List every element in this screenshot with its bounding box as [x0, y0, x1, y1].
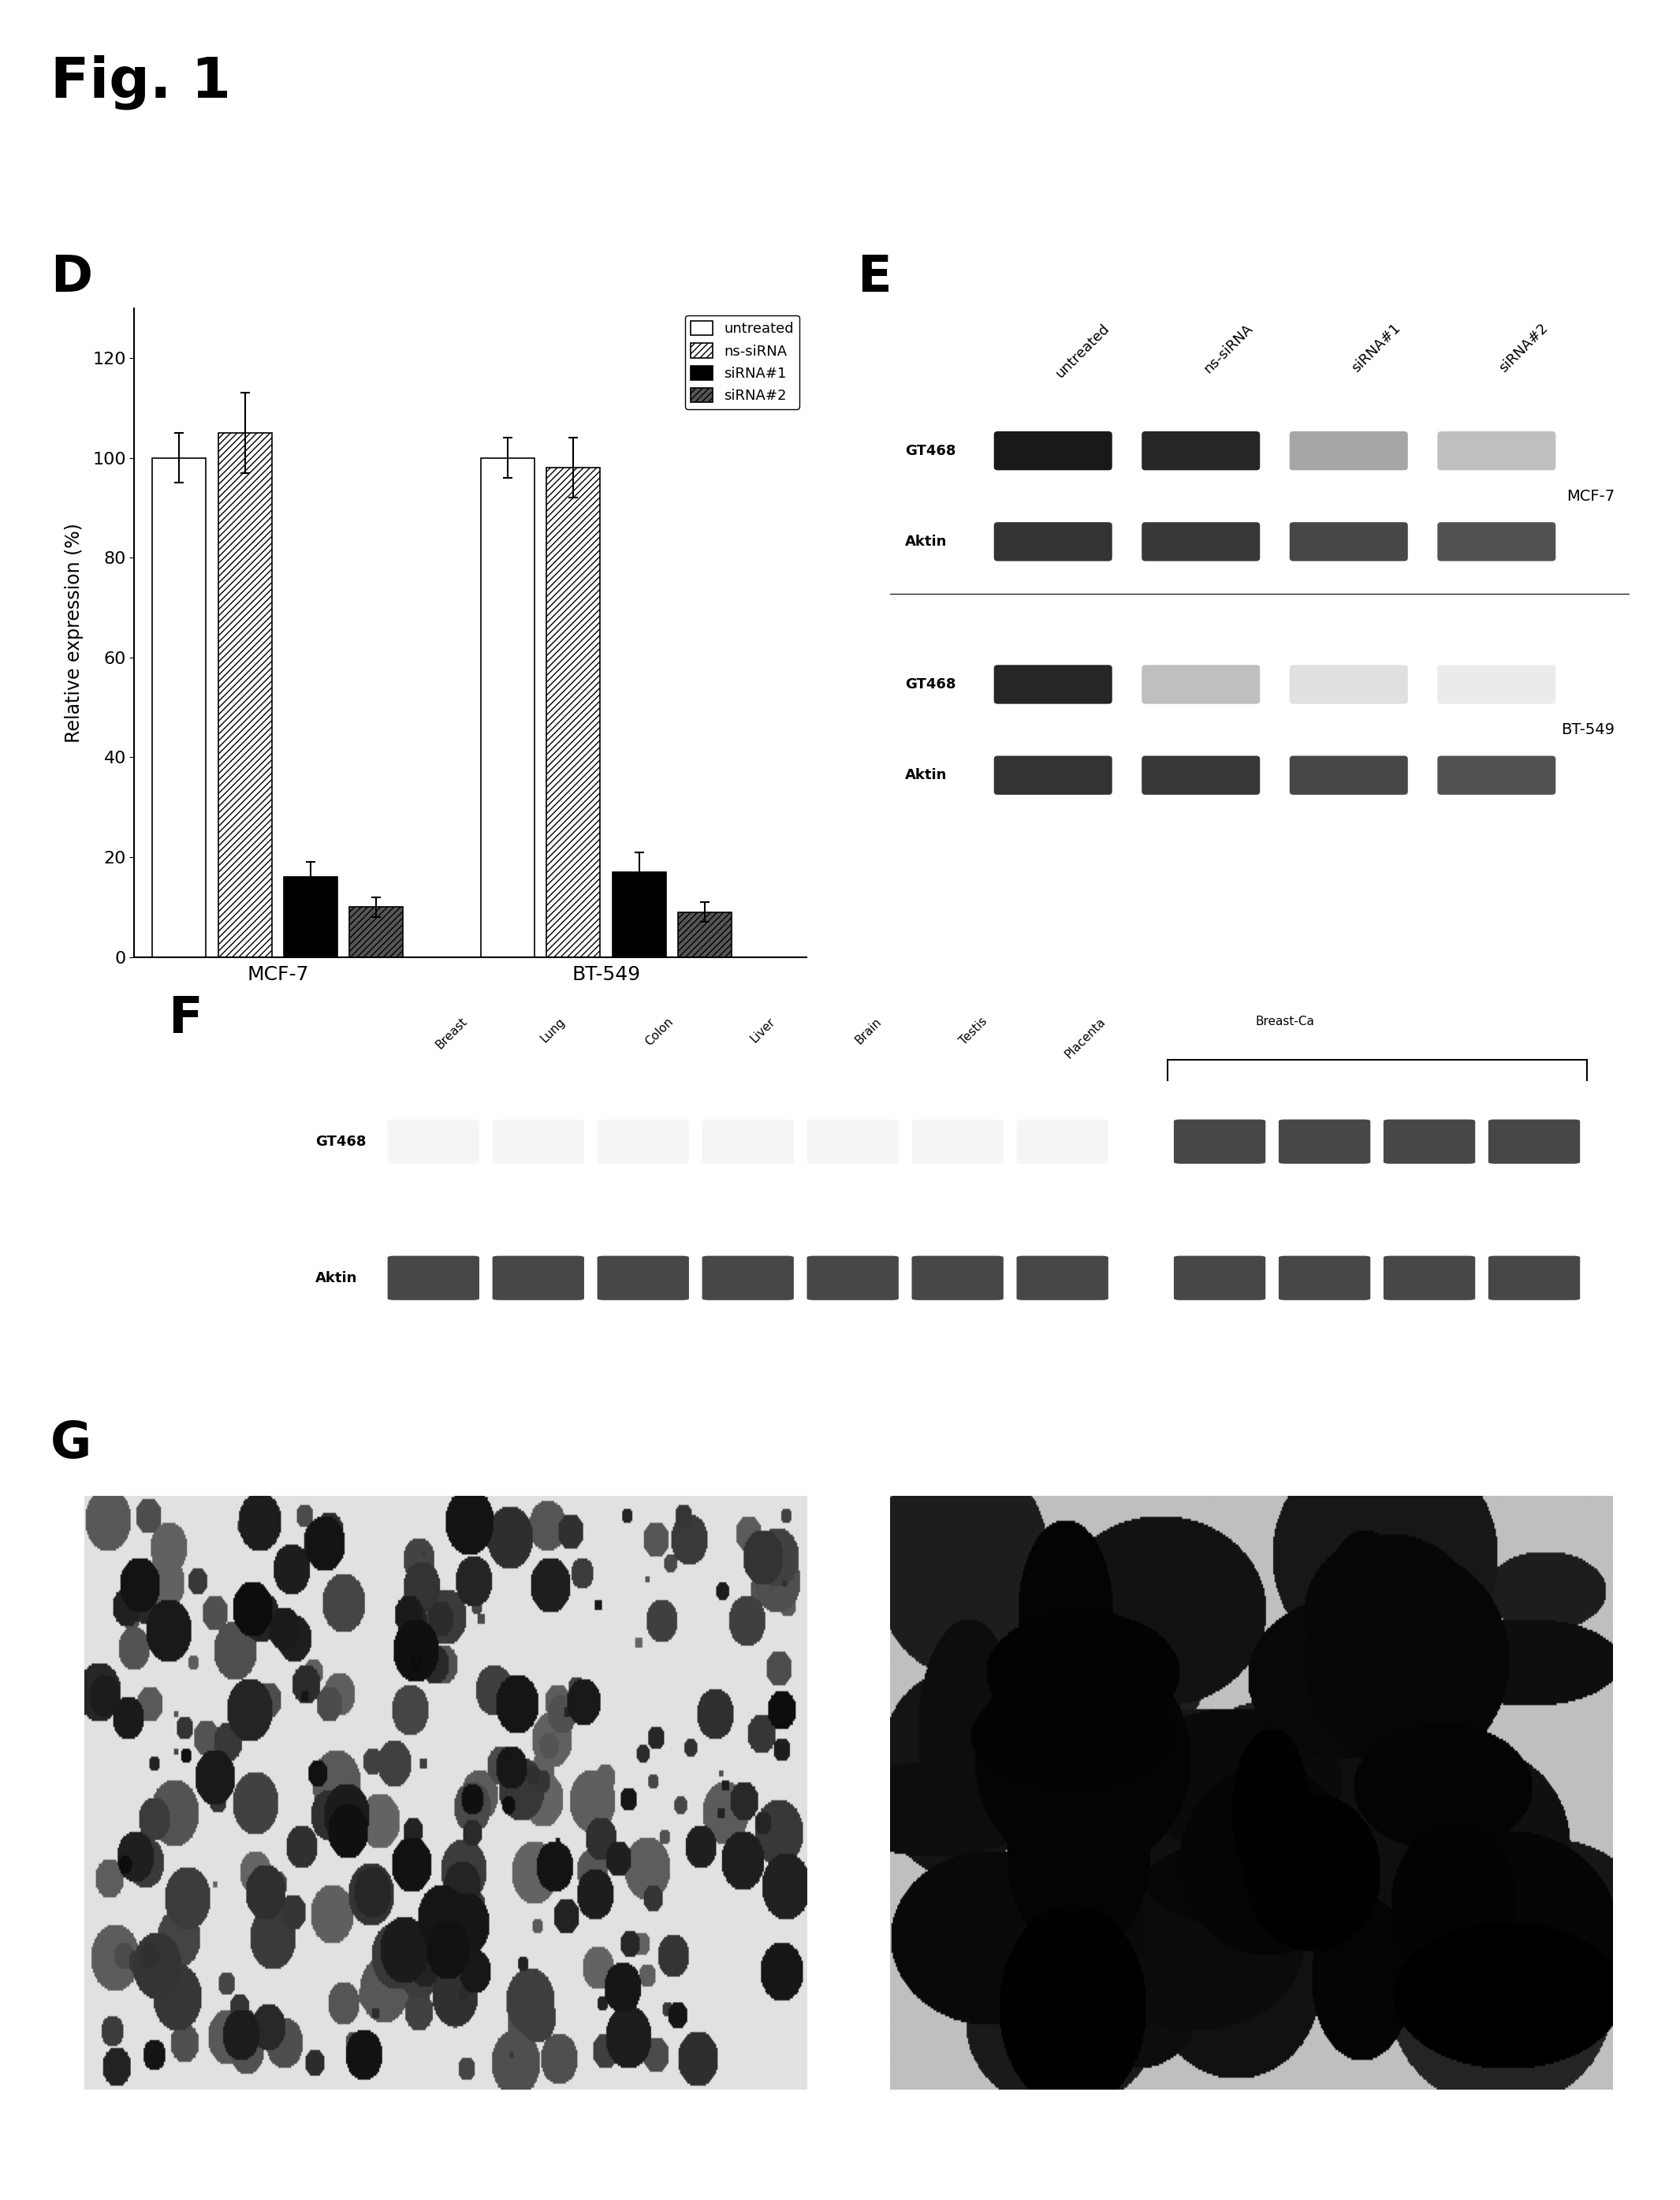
Bar	[284, 878, 338, 957]
Text: siRNA#2: siRNA#2	[1497, 321, 1551, 376]
Text: D: D	[50, 253, 92, 301]
Legend: untreated, ns-siRNA, siRNA#1, siRNA#2: untreated, ns-siRNA, siRNA#1, siRNA#2	[685, 315, 800, 409]
FancyBboxPatch shape	[1142, 757, 1260, 794]
Bar	[679, 913, 732, 957]
Bar	[218, 433, 272, 957]
FancyBboxPatch shape	[702, 1256, 793, 1300]
FancyBboxPatch shape	[995, 664, 1112, 704]
Text: G: G	[50, 1419, 92, 1467]
Text: Breast: Breast	[433, 1016, 469, 1052]
FancyBboxPatch shape	[1290, 664, 1408, 704]
Text: Lung: Lung	[538, 1016, 568, 1045]
FancyBboxPatch shape	[492, 1256, 585, 1300]
Text: Testis: Testis	[958, 1016, 990, 1047]
Bar	[546, 469, 600, 957]
Text: Breast-Ca: Breast-Ca	[1255, 1016, 1315, 1027]
Bar	[349, 906, 403, 957]
Text: Brain: Brain	[853, 1016, 884, 1047]
Text: E: E	[857, 253, 890, 301]
FancyBboxPatch shape	[1290, 521, 1408, 561]
FancyBboxPatch shape	[995, 757, 1112, 794]
Text: untreated: untreated	[1053, 321, 1112, 381]
Text: BT-549: BT-549	[1561, 722, 1614, 737]
FancyBboxPatch shape	[1142, 431, 1260, 471]
Text: MCF-7: MCF-7	[1567, 488, 1614, 504]
FancyBboxPatch shape	[1278, 1256, 1371, 1300]
FancyBboxPatch shape	[598, 1256, 689, 1300]
FancyBboxPatch shape	[1142, 521, 1260, 561]
Text: GT468: GT468	[906, 678, 956, 691]
Bar	[480, 458, 534, 957]
Text: Liver: Liver	[748, 1016, 778, 1045]
FancyBboxPatch shape	[1278, 1120, 1371, 1164]
Text: GT468: GT468	[316, 1135, 366, 1148]
Text: Fig. 1: Fig. 1	[50, 55, 230, 110]
FancyBboxPatch shape	[388, 1256, 479, 1300]
FancyBboxPatch shape	[995, 521, 1112, 561]
Y-axis label: Relative expression (%): Relative expression (%)	[66, 524, 84, 741]
Text: F: F	[168, 994, 202, 1043]
FancyBboxPatch shape	[1383, 1256, 1475, 1300]
Text: ns-siRNA: ns-siRNA	[1201, 321, 1255, 376]
Bar	[612, 871, 665, 957]
FancyBboxPatch shape	[912, 1256, 1003, 1300]
FancyBboxPatch shape	[1383, 1120, 1475, 1164]
FancyBboxPatch shape	[1438, 664, 1556, 704]
FancyBboxPatch shape	[1438, 757, 1556, 794]
FancyBboxPatch shape	[1290, 757, 1408, 794]
FancyBboxPatch shape	[1142, 664, 1260, 704]
FancyBboxPatch shape	[995, 431, 1112, 471]
FancyBboxPatch shape	[1438, 521, 1556, 561]
Text: Placenta: Placenta	[1062, 1016, 1107, 1060]
Text: Colon: Colon	[643, 1016, 675, 1047]
FancyBboxPatch shape	[1174, 1256, 1265, 1300]
Text: Aktin: Aktin	[906, 768, 948, 783]
FancyBboxPatch shape	[1290, 431, 1408, 471]
FancyBboxPatch shape	[1488, 1120, 1579, 1164]
FancyBboxPatch shape	[1438, 431, 1556, 471]
Bar	[153, 458, 207, 957]
FancyBboxPatch shape	[1488, 1256, 1579, 1300]
Text: Aktin: Aktin	[316, 1272, 358, 1285]
Text: Aktin: Aktin	[906, 535, 948, 548]
FancyBboxPatch shape	[1174, 1120, 1265, 1164]
Text: siRNA#1: siRNA#1	[1349, 321, 1403, 376]
FancyBboxPatch shape	[1016, 1256, 1109, 1300]
Text: GT468: GT468	[906, 444, 956, 458]
FancyBboxPatch shape	[806, 1256, 899, 1300]
